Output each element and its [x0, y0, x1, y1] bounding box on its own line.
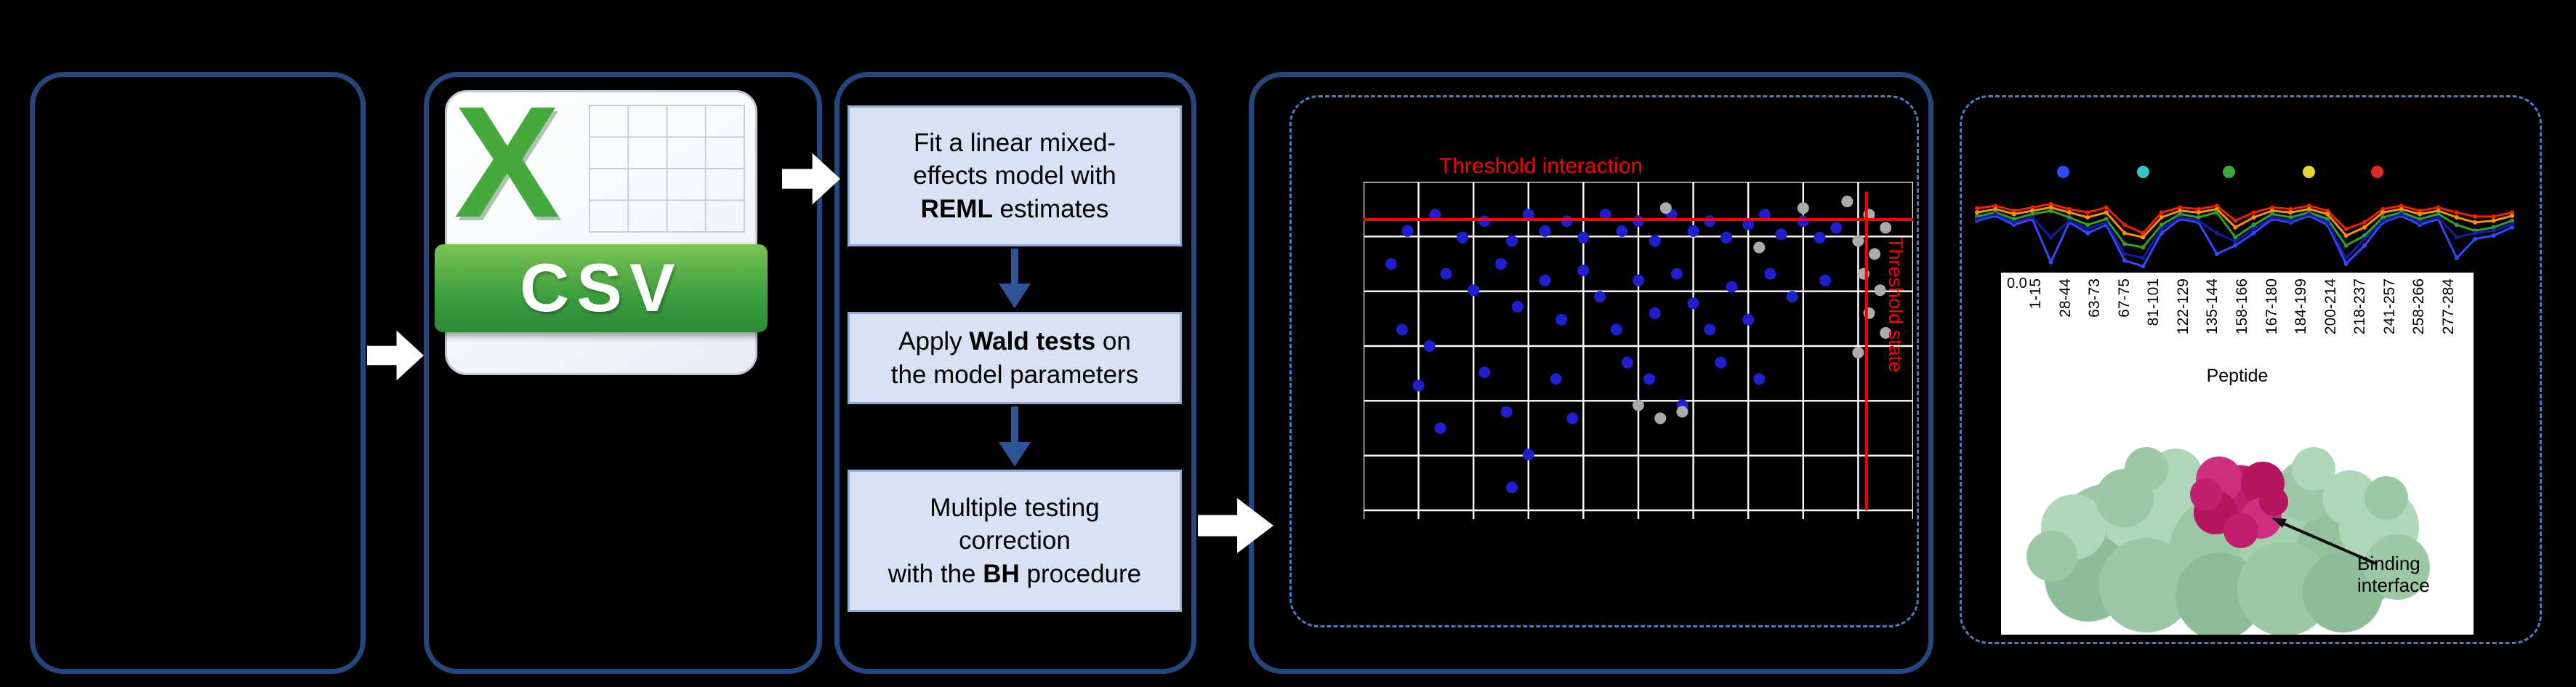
peptide-tick-label: 81-101 — [2145, 278, 2162, 326]
threshold-state-label: Threshold state — [1885, 237, 1907, 373]
threshold-interaction-label: Threshold interaction — [1438, 154, 1643, 178]
input-panel — [30, 72, 366, 674]
step-wald-tests: Apply Wald tests on the model parameters — [848, 312, 1182, 404]
binding-interface-region — [2190, 457, 2288, 548]
step-fit-model: Fit a linear mixed- effects model with R… — [848, 105, 1182, 246]
y-axis-tick-label: 0.0 — [2007, 276, 2027, 292]
csv-banner-label: CSV — [520, 249, 683, 326]
peptide-tick-label: 122-129 — [2174, 278, 2191, 335]
peptide-tick-label: 218-237 — [2351, 278, 2369, 335]
peptide-tick-label: 241-257 — [2380, 278, 2398, 335]
annotation-arrow-icon — [2271, 518, 2376, 565]
down-arrow-icon — [999, 249, 1031, 308]
peptide-tick-label: 258-266 — [2410, 278, 2428, 335]
peptide-tick-label: 167-180 — [2263, 278, 2280, 335]
results-box: 0.0 1-15 28-44 63-73 67-75 81-101 122-129 135-… — [2001, 273, 2474, 635]
csv-panel — [424, 72, 822, 674]
down-arrow-icon — [999, 406, 1031, 467]
peptide-axis: 1-15 28-44 63-73 67-75 81-101 122-129 135-144 1… — [2027, 278, 2458, 364]
series-color-dot — [2137, 166, 2149, 178]
scatter-panel — [1249, 72, 1933, 674]
spreadsheet-grid-icon — [588, 104, 745, 233]
step-bh-correction: Multiple testing correction with the BH … — [848, 470, 1182, 612]
series-color-dot — [2303, 166, 2315, 178]
peptide-tick-label: 135-144 — [2204, 278, 2221, 335]
scatter-dashed-frame — [1289, 95, 1919, 627]
peptide-tick-label: 277-284 — [2439, 278, 2457, 335]
peptide-tick-label: 67-75 — [2115, 278, 2133, 318]
peptide-tick-label: 1-15 — [2027, 278, 2044, 310]
peptide-tick-label: 200-214 — [2322, 278, 2339, 335]
peptide-tick-label: 63-73 — [2086, 278, 2104, 318]
binding-interface-label: Binding interface — [2357, 553, 2430, 596]
series-color-dot — [2223, 166, 2235, 178]
x-axis-title: Peptide — [2206, 366, 2269, 386]
excel-x-icon: X — [454, 74, 560, 252]
timepoint-legend-dots — [1992, 166, 2529, 180]
csv-banner: CSV — [435, 244, 768, 333]
peptide-tick-label: 184-199 — [2293, 278, 2310, 335]
step-text: Multiple testing correction with the BH … — [887, 493, 1142, 588]
step-text: Fit a linear mixed- effects model with R… — [913, 128, 1116, 223]
uptake-line-chart — [1975, 201, 2514, 269]
series-color-dot — [2057, 166, 2069, 178]
peptide-tick-label: 158-166 — [2233, 278, 2250, 335]
model-steps-panel — [834, 72, 1196, 674]
right-arrow-icon — [367, 330, 424, 381]
volcano-scatter-plot — [1364, 182, 1913, 519]
step-text: Apply Wald tests on the model parameters — [890, 327, 1139, 389]
series-color-dot — [2371, 166, 2383, 178]
peptide-tick-label: 28-44 — [2056, 278, 2074, 318]
protein-structure-image — [2026, 447, 2430, 635]
csv-file-icon: X CSV — [435, 76, 768, 375]
results-dashed-frame — [1960, 95, 2542, 644]
